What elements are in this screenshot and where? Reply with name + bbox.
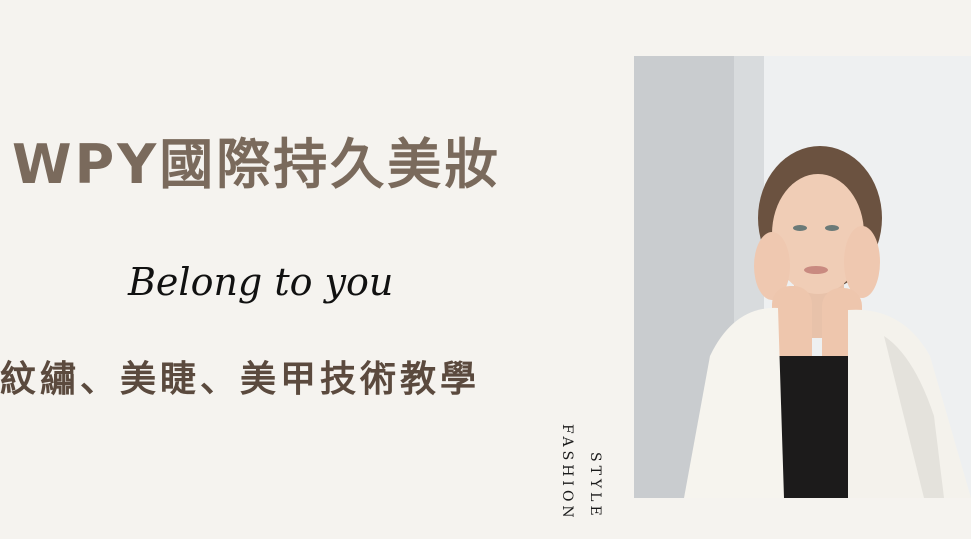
services-text: 紋繡、美睫、美甲技術教學 <box>0 352 480 408</box>
portrait-photo <box>634 56 971 498</box>
vertical-text-fashion: FASHION <box>558 424 576 522</box>
tagline: Belong to you <box>128 254 393 310</box>
portrait-photo-icon <box>634 56 971 498</box>
vertical-text-style: STYLE <box>586 452 604 520</box>
page-title: WPY國際持久美妝 <box>12 128 592 202</box>
